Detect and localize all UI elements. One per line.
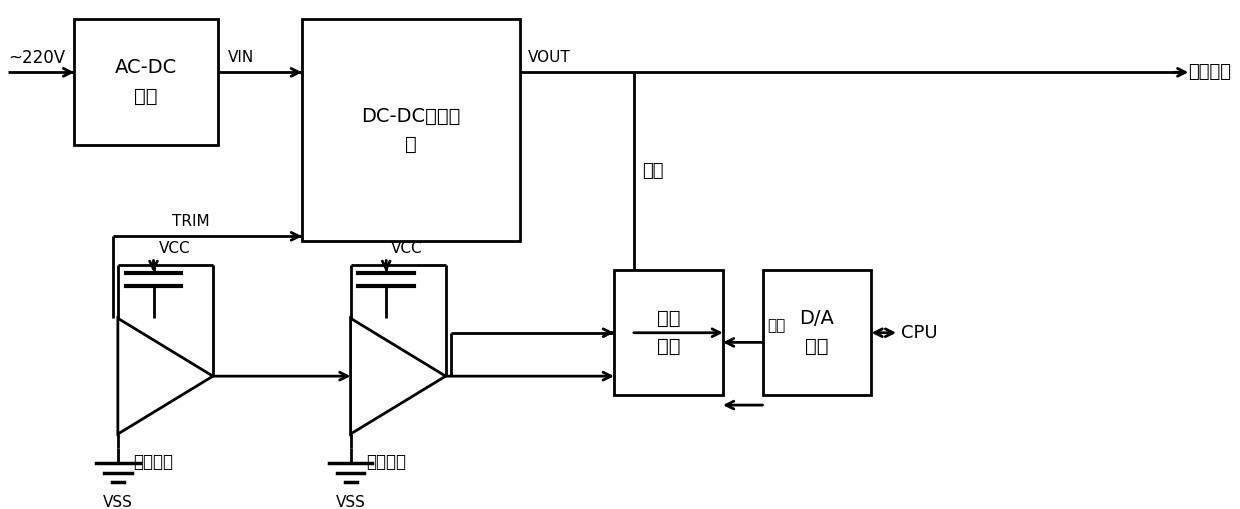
Bar: [303, 19, 520, 241]
Bar: [614, 270, 723, 395]
Text: DC-DC稳压模
块: DC-DC稳压模 块: [361, 107, 461, 154]
Text: AC-DC
模块: AC-DC 模块: [115, 59, 177, 105]
Text: 积分电路: 积分电路: [366, 454, 407, 471]
Text: D/A
转换: D/A 转换: [800, 309, 835, 356]
Bar: [763, 270, 872, 395]
Text: ~220V: ~220V: [7, 49, 64, 67]
Bar: [74, 19, 218, 145]
Text: 比较
电路: 比较 电路: [657, 309, 681, 356]
Text: VSS: VSS: [336, 495, 366, 509]
Text: 积分电路: 积分电路: [134, 454, 174, 471]
Text: VOUT: VOUT: [528, 49, 570, 65]
Text: 电源输出: 电源输出: [1188, 63, 1231, 81]
Text: TRIM: TRIM: [172, 214, 210, 229]
Text: CPU: CPU: [901, 324, 937, 342]
Text: 取样: 取样: [642, 162, 663, 180]
Text: VIN: VIN: [228, 49, 254, 65]
Text: VSS: VSS: [103, 495, 133, 509]
Text: VCC: VCC: [159, 241, 190, 256]
Text: VCC: VCC: [391, 241, 423, 256]
Text: 参考: 参考: [768, 318, 786, 333]
